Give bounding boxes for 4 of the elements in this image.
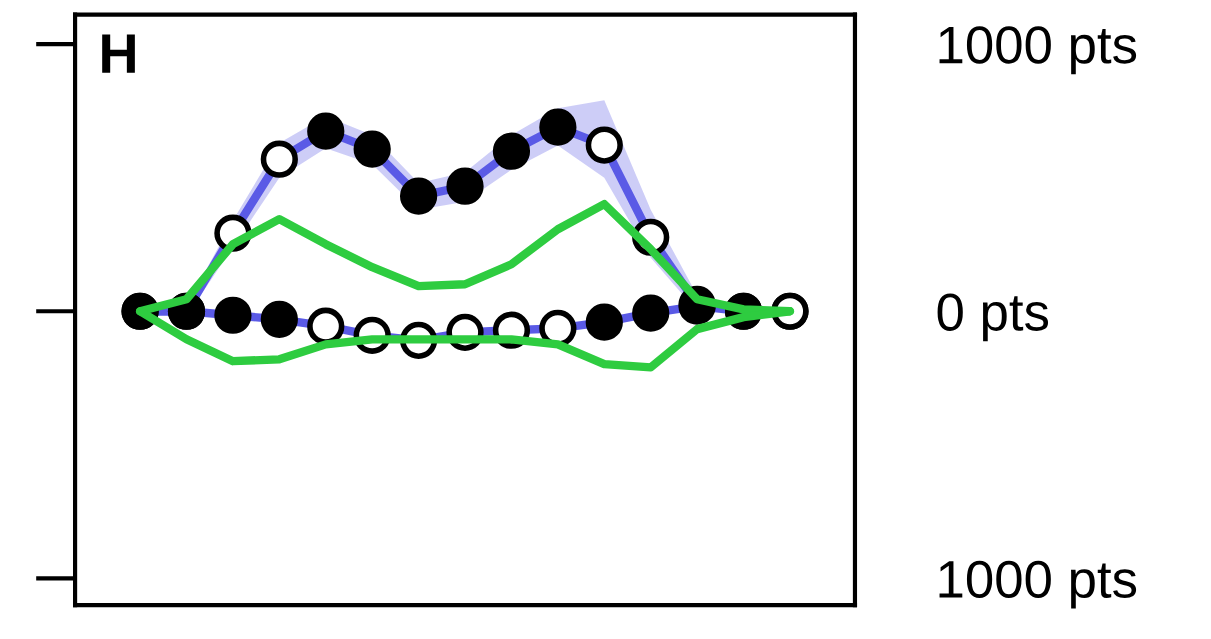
annotation: H <box>102 34 135 73</box>
y-tick-label: 1000 pts <box>939 560 1137 609</box>
y-tick-label: 0 pts <box>937 293 1049 342</box>
y-tick-label: 1000 pts <box>939 26 1137 75</box>
